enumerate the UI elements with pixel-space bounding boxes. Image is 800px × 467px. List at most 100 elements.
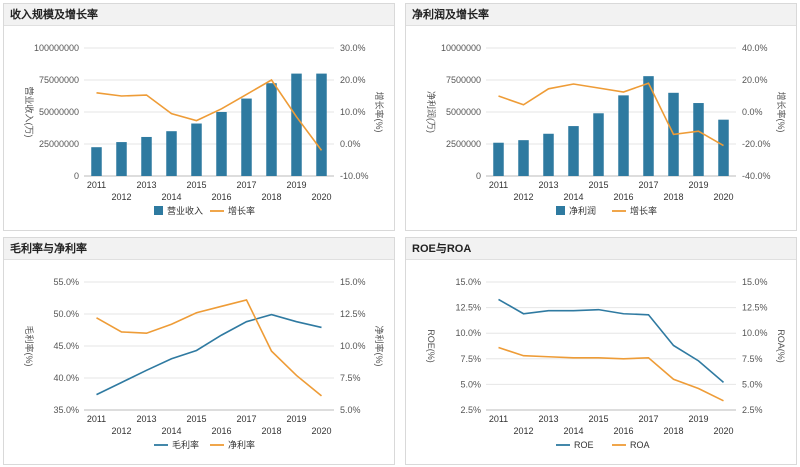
x-tick-label: 2016 [211, 192, 231, 202]
bar [593, 113, 604, 176]
y-tick-label: 0 [476, 171, 481, 181]
y-tick-label: 0 [74, 171, 79, 181]
series-line [498, 346, 724, 402]
x-tick-label: 2011 [87, 414, 106, 424]
y2-axis-label: 净利率(%) [374, 326, 385, 367]
y2-tick-label: 15.0% [742, 277, 768, 287]
y2-tick-label: 10.0% [340, 341, 366, 351]
y-tick-label: 25000000 [39, 139, 79, 149]
y2-axis-label: 增长率(%) [776, 92, 787, 133]
x-tick-label: 2011 [489, 414, 508, 424]
y-tick-label: 2500000 [446, 139, 481, 149]
bar [266, 83, 277, 176]
y-axis-label: 营业收入(万) [24, 87, 35, 138]
x-tick-label: 2020 [311, 426, 331, 436]
y2-tick-label: -20.0% [742, 139, 771, 149]
x-tick-label: 2016 [211, 426, 231, 436]
y-tick-label: 7.5% [460, 354, 481, 364]
legend-label: 营业收入 [167, 205, 203, 216]
y2-axis-label: 增长率(%) [374, 92, 385, 133]
revenue-chart: 0 25000000 50000000 75000000 100000000 -10.0%… [24, 43, 385, 216]
bar [316, 73, 327, 176]
y2-tick-label: 7.5% [340, 373, 361, 383]
y-tick-label: 35.0% [53, 405, 79, 415]
x-tick-label: 2012 [513, 426, 533, 436]
x-tick-label: 2013 [538, 414, 558, 424]
x-tick-label: 2012 [111, 426, 131, 436]
bar [543, 133, 554, 176]
y-tick-label: 50.0% [53, 309, 79, 319]
x-tick-label: 2017 [236, 180, 256, 190]
y-tick-label: 75000000 [39, 75, 79, 85]
x-tick-label: 2019 [286, 180, 306, 190]
y2-tick-label: 20.0% [742, 75, 768, 85]
legend-label: 增长率 [630, 205, 657, 216]
x-tick-label: 2014 [563, 192, 583, 202]
x-tick-label: 2015 [186, 414, 206, 424]
bar [191, 123, 202, 176]
x-tick-label: 2020 [713, 192, 733, 202]
y2-tick-label: 12.5% [340, 309, 366, 319]
y2-tick-label: 20.0% [340, 75, 366, 85]
margin-panel: 毛利率与净利率 35.0% 40.0% 45.0% 50.0% 55.0% 5.0% 7.5… [3, 237, 395, 465]
x-tick-label: 2018 [261, 426, 281, 436]
legend-label: 净利润 [569, 205, 596, 216]
x-tick-label: 2017 [638, 414, 658, 424]
x-tick-label: 2015 [588, 180, 608, 190]
x-tick-label: 2017 [236, 414, 256, 424]
x-tick-label: 2017 [638, 180, 658, 190]
y2-tick-label: 10.0% [340, 107, 366, 117]
y-tick-label: 5.0% [460, 379, 481, 389]
bar [568, 126, 579, 176]
x-tick-label: 2019 [688, 414, 708, 424]
panel-title: ROE与ROA [406, 238, 796, 260]
legend-swatch-bar [154, 206, 163, 215]
legend-swatch-bar [556, 206, 565, 215]
y-tick-label: 10.0% [455, 328, 481, 338]
y-tick-label: 40.0% [53, 373, 79, 383]
y2-tick-label: 15.0% [340, 277, 366, 287]
x-tick-label: 2012 [111, 192, 131, 202]
x-tick-label: 2014 [161, 192, 181, 202]
legend-label: 毛利率 [172, 439, 199, 450]
bar [141, 136, 152, 176]
legend-label: ROA [630, 440, 650, 450]
bar [643, 76, 654, 176]
bar [693, 103, 704, 176]
series-line [498, 298, 725, 383]
y2-tick-label: -40.0% [742, 171, 771, 181]
y-tick-label: 10000000 [441, 43, 481, 53]
y-axis-label: 毛利率(%) [24, 326, 35, 367]
y2-tick-label: 2.5% [742, 405, 763, 415]
legend-label: 净利率 [228, 439, 255, 450]
bar [618, 95, 629, 176]
revenue-panel: 收入规模及增长率 0 25000000 50000000 75000000 100000… [3, 3, 395, 231]
y-tick-label: 55.0% [53, 277, 79, 287]
bar [518, 140, 529, 176]
series-line [96, 298, 323, 397]
net-profit-chart: 0 2500000 5000000 7500000 10000000 -40.0% -20.… [426, 43, 787, 216]
panel-title: 净利润及增长率 [406, 4, 796, 26]
roe-roa-panel: ROE与ROA 2.5% 5.0% 7.5% 10.0% 12.5% 15.0% 2.5% 5… [405, 237, 797, 465]
y-axis-label: 净利润(万) [426, 91, 437, 133]
x-tick-label: 2018 [261, 192, 281, 202]
panel-title: 收入规模及增长率 [4, 4, 394, 26]
y-tick-label: 100000000 [34, 43, 79, 53]
legend-label: ROE [574, 440, 594, 450]
x-tick-label: 2014 [563, 426, 583, 436]
x-tick-label: 2011 [489, 180, 508, 190]
y2-tick-label: 7.5% [742, 354, 763, 364]
x-tick-label: 2019 [688, 180, 708, 190]
y-axis-label: ROE(%) [426, 329, 436, 363]
y2-axis-label: ROA(%) [776, 329, 786, 363]
y-tick-label: 12.5% [455, 303, 481, 313]
bar [91, 147, 102, 176]
bar [718, 119, 729, 176]
y-tick-label: 7500000 [446, 75, 481, 85]
y2-tick-label: 12.5% [742, 303, 768, 313]
y2-tick-label: 10.0% [742, 328, 768, 338]
y2-tick-label: 30.0% [340, 43, 366, 53]
roe-roa-chart: 2.5% 5.0% 7.5% 10.0% 12.5% 15.0% 2.5% 5.0% 7.5% 1… [426, 277, 786, 450]
x-tick-label: 2018 [663, 426, 683, 436]
bar [116, 142, 127, 176]
